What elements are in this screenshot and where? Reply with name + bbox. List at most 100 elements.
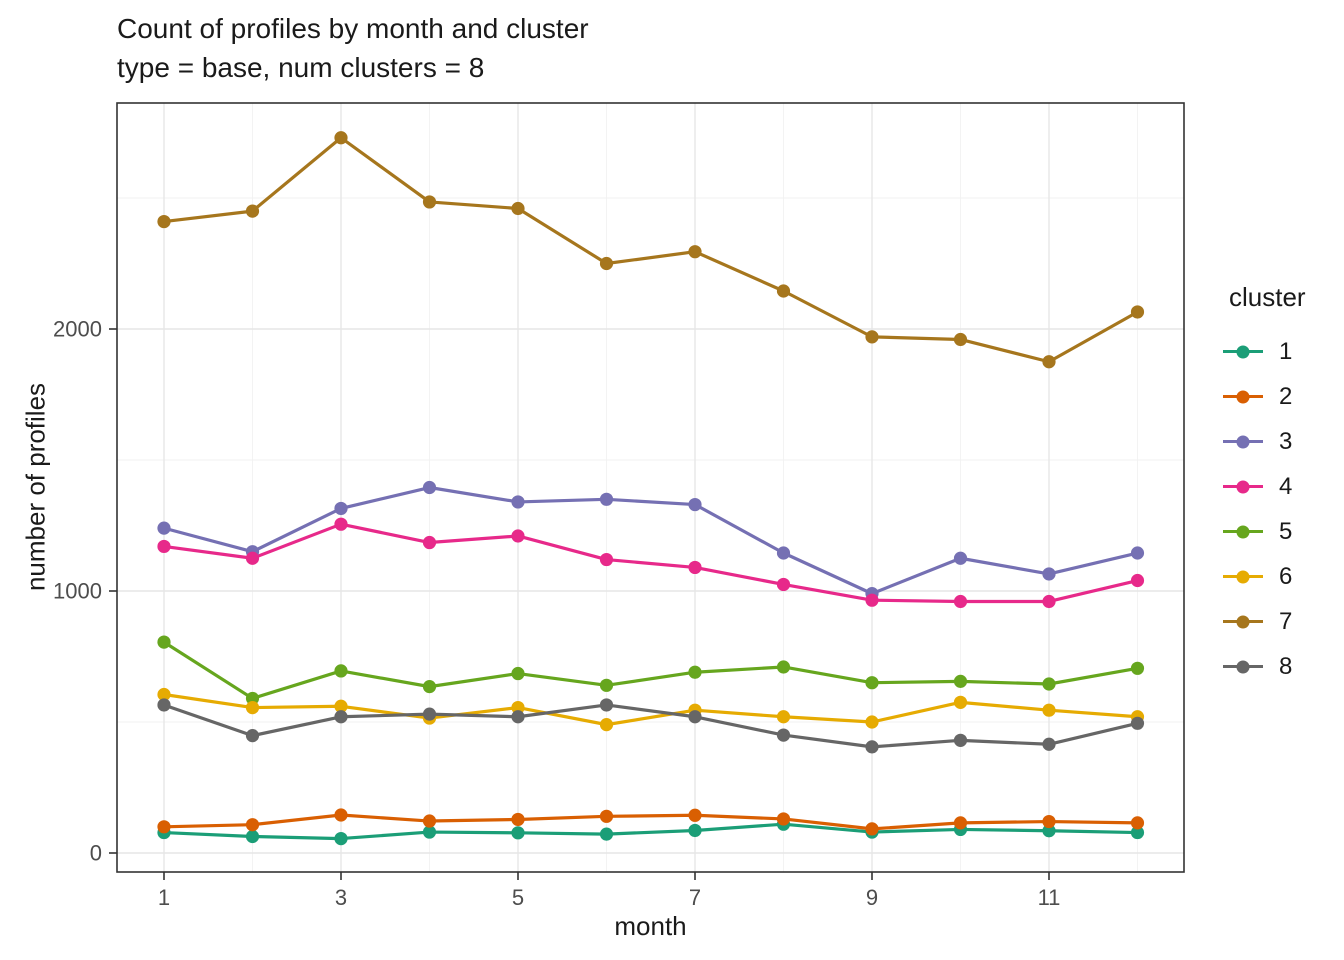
data-point-cluster-5-month-10 <box>953 674 968 688</box>
data-point-cluster-1-month-5 <box>511 826 525 840</box>
data-point-cluster-2-month-9 <box>865 822 879 836</box>
data-point-cluster-8-month-2 <box>245 729 260 743</box>
data-point-cluster-2-month-2 <box>245 818 260 832</box>
data-point-cluster-4-month-9 <box>865 593 879 607</box>
legend-key-icon <box>1223 343 1263 360</box>
data-point-cluster-6-month-8 <box>776 710 791 724</box>
legend-label: 2 <box>1279 382 1293 410</box>
data-point-cluster-1-month-4 <box>422 825 437 839</box>
data-point-cluster-3-month-10 <box>953 551 968 565</box>
data-point-cluster-8-month-1 <box>157 698 171 712</box>
legend-items: 1 2 3 4 5 6 7 8 <box>1223 329 1306 689</box>
legend-label: 4 <box>1279 472 1293 500</box>
series-line-cluster-8 <box>162 703 1140 749</box>
data-point-cluster-3-month-4 <box>422 480 437 495</box>
data-point-cluster-5-month-8 <box>776 660 791 674</box>
x-tick-label: 11 <box>1038 885 1061 910</box>
legend-key-icon <box>1223 613 1263 630</box>
data-point-cluster-5-month-11 <box>1042 677 1056 691</box>
y-tick-label: 2000 <box>53 317 102 342</box>
x-tick-label: 5 <box>512 885 524 910</box>
data-point-cluster-1-month-3 <box>334 831 348 846</box>
series-line-cluster-4 <box>162 522 1140 604</box>
data-point-cluster-7-month-2 <box>245 204 260 218</box>
data-point-cluster-7-month-7 <box>688 245 702 259</box>
data-point-cluster-6-month-6 <box>599 718 614 732</box>
data-point-cluster-2-month-6 <box>599 809 614 823</box>
series-line-cluster-5 <box>162 640 1140 701</box>
series-line-cluster-1 <box>162 822 1140 841</box>
data-point-cluster-4-month-10 <box>953 594 968 609</box>
chart-subtitle: type = base, num clusters = 8 <box>117 52 485 83</box>
legend-label: 5 <box>1279 517 1293 545</box>
data-point-cluster-3-month-6 <box>599 492 614 506</box>
legend-item-cluster-2: 2 <box>1223 374 1306 419</box>
data-point-cluster-7-month-4 <box>422 195 437 209</box>
data-point-cluster-8-month-10 <box>953 733 968 747</box>
data-point-cluster-6-month-3 <box>334 699 348 713</box>
data-point-cluster-6-month-11 <box>1042 703 1056 717</box>
series-points-cluster-8 <box>157 698 1145 754</box>
data-point-cluster-4-month-1 <box>157 539 171 554</box>
y-tick-label: 0 <box>90 841 102 866</box>
data-point-cluster-4-month-11 <box>1042 594 1056 609</box>
x-tick-label: 1 <box>158 885 170 910</box>
data-point-cluster-3-month-3 <box>334 501 348 516</box>
legend-label: 6 <box>1279 562 1293 590</box>
series-line-cluster-2 <box>162 813 1140 831</box>
data-point-cluster-7-month-6 <box>599 256 614 271</box>
data-point-cluster-6-month-1 <box>157 687 171 702</box>
data-point-cluster-4-month-3 <box>334 517 348 531</box>
data-point-cluster-7-month-11 <box>1042 355 1056 369</box>
legend-label: 8 <box>1279 652 1293 680</box>
legend-item-cluster-6: 6 <box>1223 554 1306 599</box>
data-point-cluster-2-month-10 <box>953 816 968 830</box>
legend-item-cluster-7: 7 <box>1223 599 1306 644</box>
data-point-cluster-3-month-7 <box>688 497 702 512</box>
data-point-cluster-5-month-5 <box>511 666 525 681</box>
data-point-cluster-4-month-12 <box>1130 573 1145 588</box>
series-line-cluster-3 <box>162 485 1140 596</box>
data-point-cluster-4-month-5 <box>511 529 525 543</box>
data-point-cluster-8-month-9 <box>865 740 879 754</box>
data-point-cluster-5-month-2 <box>245 691 260 706</box>
panel-border <box>116 102 1185 873</box>
data-point-cluster-8-month-3 <box>334 710 348 724</box>
data-point-cluster-6-month-10 <box>953 695 968 709</box>
data-point-cluster-1-month-11 <box>1042 824 1056 838</box>
legend-label: 1 <box>1279 337 1293 365</box>
data-point-cluster-8-month-8 <box>776 728 791 742</box>
legend-key-icon <box>1223 388 1263 405</box>
legend-key-icon <box>1223 568 1263 585</box>
data-point-cluster-4-month-6 <box>599 552 614 567</box>
legend-item-cluster-5: 5 <box>1223 509 1306 554</box>
legend-item-cluster-8: 8 <box>1223 644 1306 689</box>
series-points-cluster-5 <box>157 635 1145 706</box>
series-line-cluster-7 <box>162 136 1140 364</box>
data-point-cluster-2-month-1 <box>157 820 171 834</box>
legend-key-icon <box>1223 658 1263 675</box>
data-point-cluster-8-month-6 <box>599 698 614 712</box>
data-point-cluster-7-month-1 <box>157 214 171 229</box>
data-point-cluster-8-month-5 <box>511 710 525 724</box>
legend-item-cluster-1: 1 <box>1223 329 1306 374</box>
data-point-cluster-3-month-11 <box>1042 567 1056 581</box>
data-point-cluster-8-month-12 <box>1130 716 1145 730</box>
series-points-cluster-4 <box>157 517 1145 609</box>
data-point-cluster-3-month-12 <box>1130 546 1145 560</box>
data-point-cluster-8-month-4 <box>422 707 437 721</box>
y-axis-title: number of profiles <box>20 382 51 592</box>
data-point-cluster-2-month-8 <box>776 812 791 826</box>
data-point-cluster-5-month-9 <box>865 676 879 690</box>
data-point-cluster-2-month-4 <box>422 814 437 828</box>
data-point-cluster-2-month-3 <box>334 808 348 822</box>
data-point-cluster-1-month-12 <box>1130 825 1145 840</box>
data-point-cluster-5-month-1 <box>157 635 171 649</box>
series-points-cluster-2 <box>157 808 1145 836</box>
data-point-cluster-5-month-7 <box>688 665 702 679</box>
data-point-cluster-6-month-2 <box>245 700 260 715</box>
data-point-cluster-5-month-12 <box>1130 661 1145 675</box>
data-point-cluster-2-month-11 <box>1042 814 1056 829</box>
data-point-cluster-7-month-3 <box>334 131 348 145</box>
